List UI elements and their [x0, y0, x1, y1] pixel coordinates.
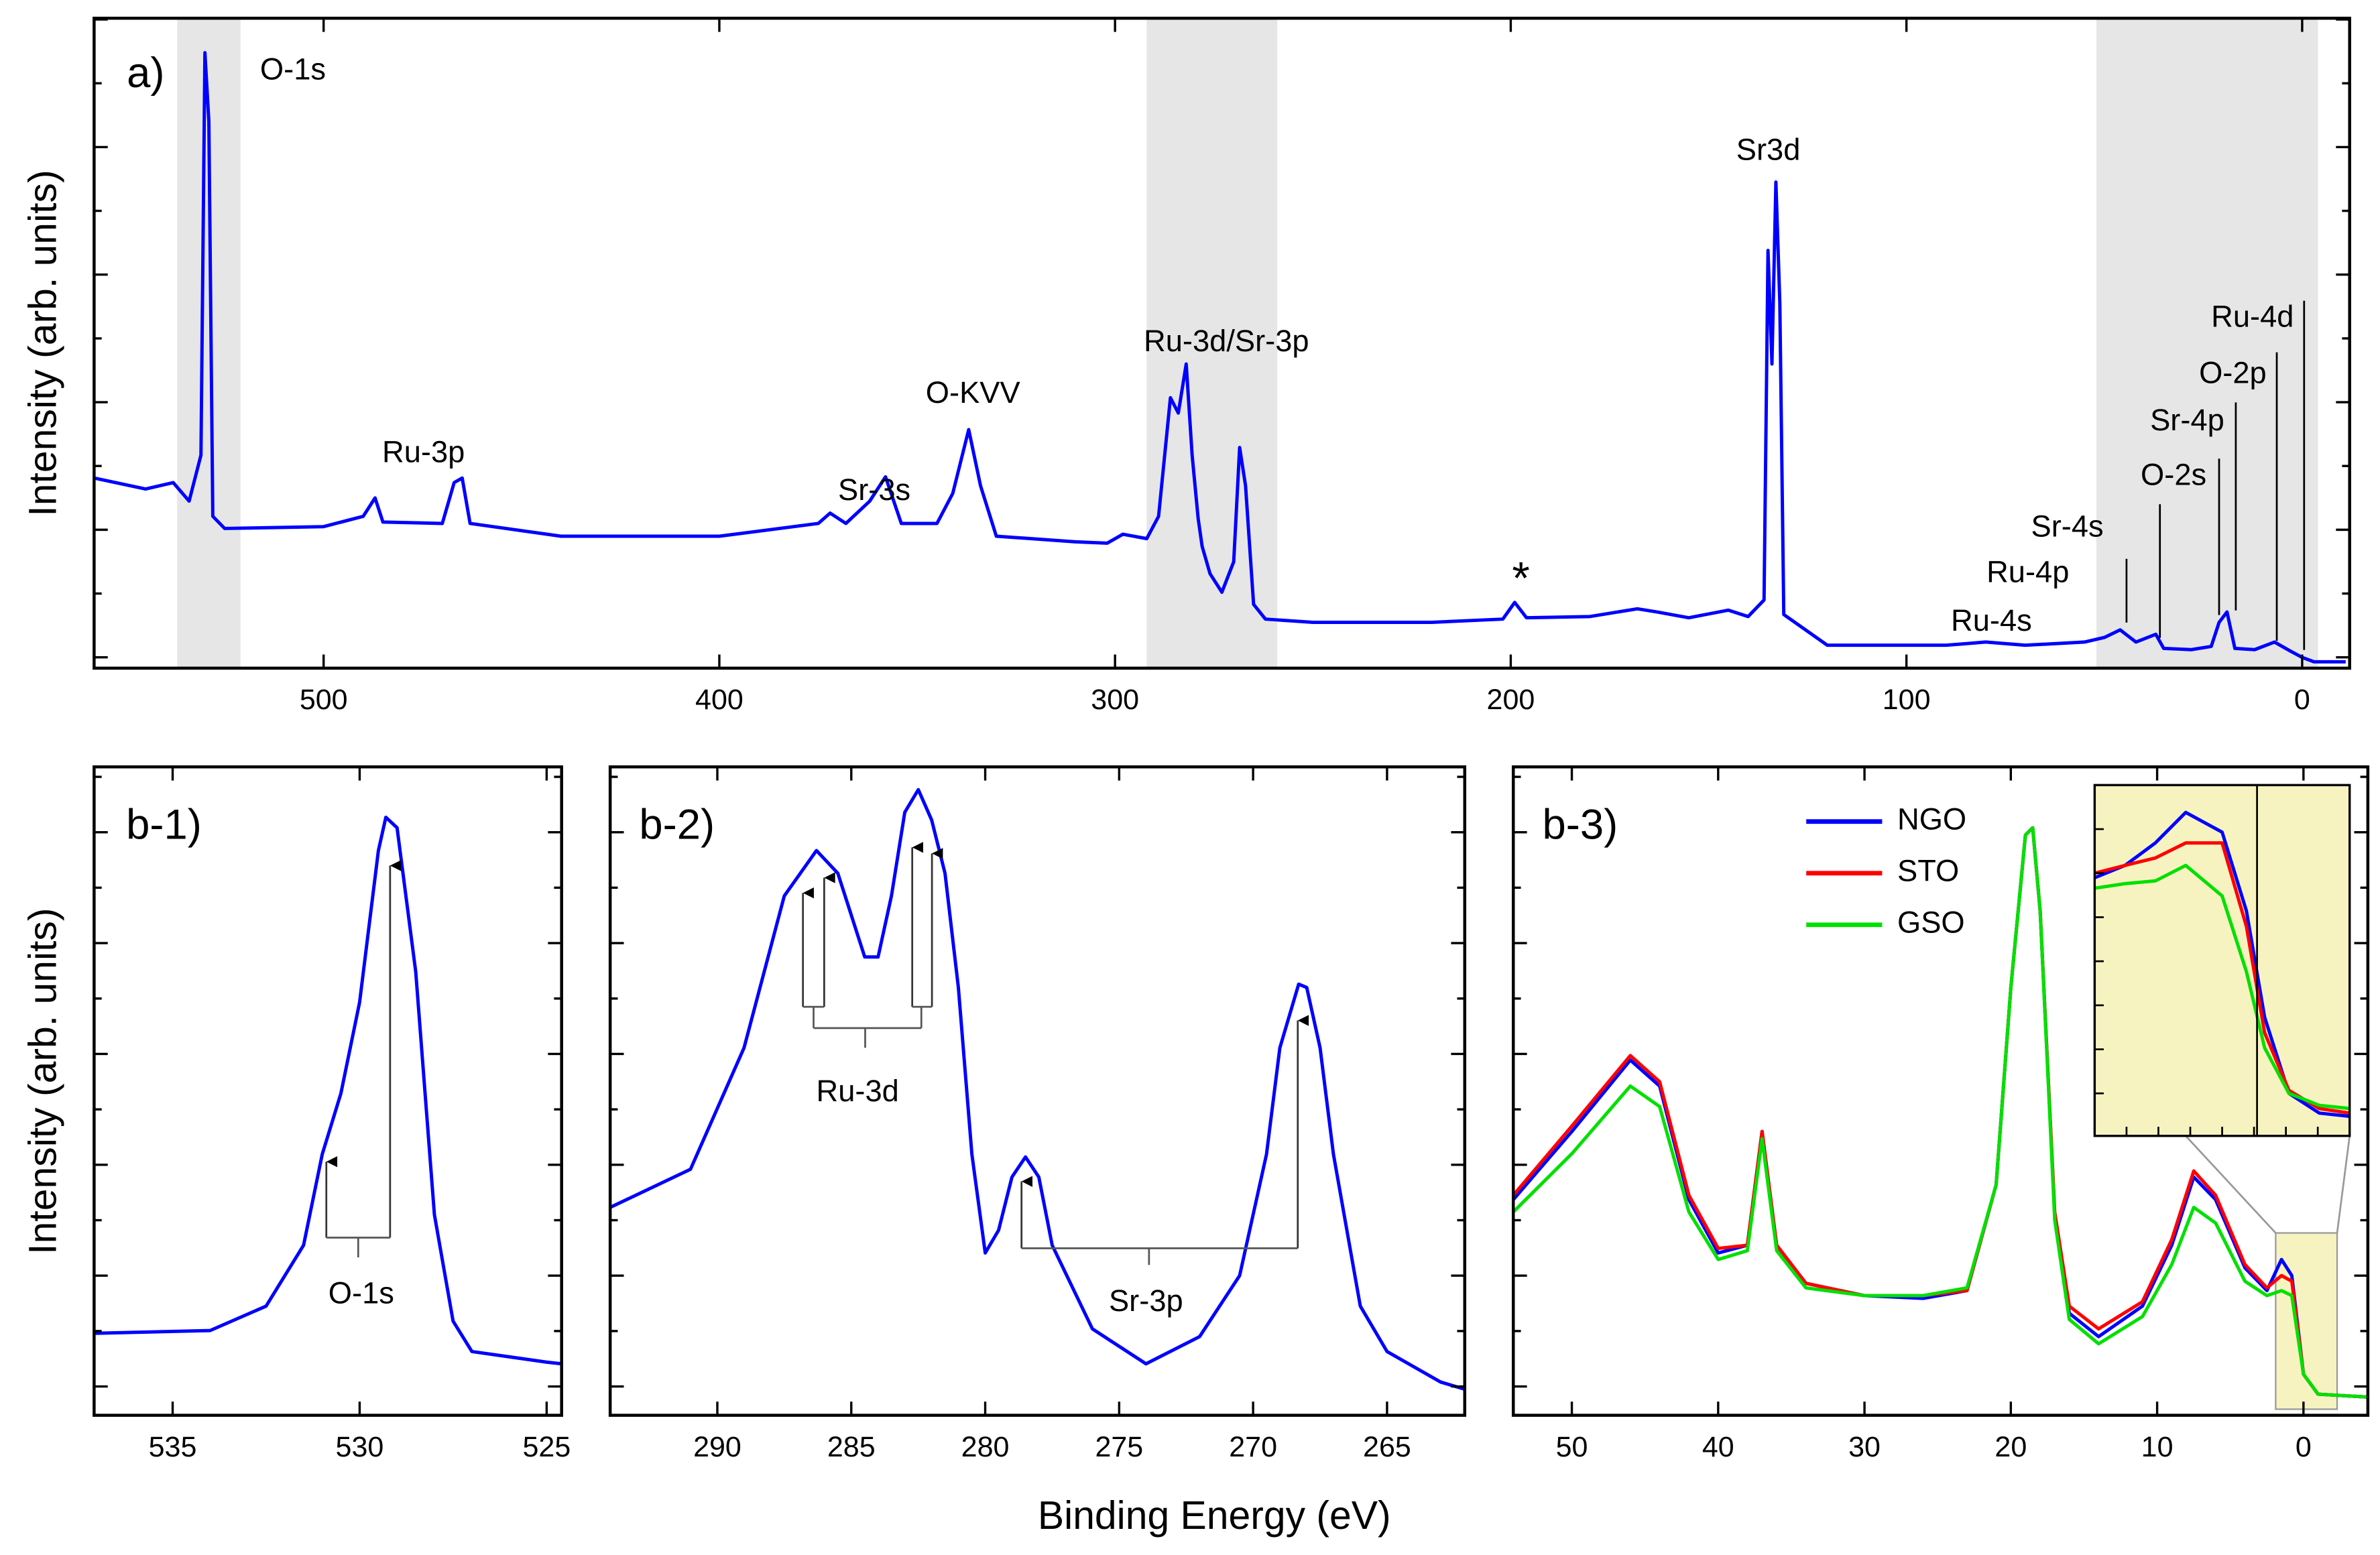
y-axis-title: Intensity (arb. units) [21, 908, 64, 1255]
peak-label: Ru-4s [1951, 603, 2032, 637]
x-tick-label: 290 [693, 1431, 741, 1463]
x-tick-label: 30 [1848, 1431, 1881, 1463]
peak-label: O-2p [2199, 356, 2267, 390]
peak-label: Sr-4p [2150, 403, 2224, 437]
x-tick-label: 20 [1995, 1431, 2027, 1463]
zoom-box [2275, 1232, 2338, 1410]
x-tick-label: 0 [2296, 1431, 2312, 1463]
x-tick-label: 500 [300, 684, 348, 716]
plot-frame [1511, 765, 2370, 1417]
x-tick-label: 200 [1487, 684, 1535, 716]
spectrum-line [2094, 810, 2350, 1118]
panel-label: b-2) [639, 802, 715, 849]
spectrum-line [2094, 863, 2350, 1111]
x-tick-label: 40 [1702, 1431, 1734, 1463]
x-tick-label: 300 [1091, 684, 1139, 716]
x-tick-label: 50 [1556, 1431, 1588, 1463]
inset-frame [2093, 784, 2351, 1137]
x-tick-label: 100 [1883, 684, 1931, 716]
peak-label: Ru-4p [1986, 554, 2069, 588]
x-axis-title: Binding Energy (eV) [1038, 1494, 1391, 1538]
x-tick-label: 280 [961, 1431, 1010, 1463]
x-tick-label: 10 [2141, 1431, 2174, 1463]
guide-line [2185, 1135, 2277, 1234]
panel-label: b-1) [126, 802, 202, 849]
peak-label: Ru-3p [382, 434, 465, 469]
x-tick-label: 525 [522, 1431, 571, 1463]
plot-frame [93, 16, 2351, 670]
peak-label: O-1s [329, 1276, 394, 1310]
panel-label: b-3) [1542, 802, 1618, 849]
x-tick-label: 285 [827, 1431, 876, 1463]
peak-label: O-2s [2141, 457, 2206, 491]
peak-label: Ru-3d/Sr-3p [1144, 324, 1309, 358]
legend-label: NGO [1897, 802, 1966, 836]
spectrum-line [94, 815, 562, 1366]
panel-label: a) [127, 50, 164, 97]
x-tick-label: 270 [1229, 1431, 1277, 1463]
highlight-band [1146, 18, 1278, 668]
spectrum-line [609, 788, 1466, 1391]
legend-label: STO [1897, 854, 1959, 888]
peak-label: Sr-3p [1109, 1284, 1183, 1318]
plot-frame [93, 765, 563, 1417]
peak-label: Ru-3d [817, 1074, 899, 1108]
spectrum-line [93, 51, 2346, 664]
peak-label: Ru-4d [2211, 300, 2294, 334]
peak-label: O-1s [260, 52, 326, 86]
highlight-band [2096, 18, 2318, 668]
plot-frame [608, 765, 1467, 1417]
guide-line [2336, 1135, 2351, 1233]
spectrum-line [1512, 826, 2369, 1399]
peak-label: Sr-4s [2031, 509, 2104, 543]
peak-label: Sr3d [1736, 133, 1801, 167]
x-tick-label: 0 [2294, 684, 2310, 716]
x-tick-label: 530 [336, 1431, 384, 1463]
peak-label: * [1512, 553, 1529, 604]
y-axis-title: Intensity (arb. units) [21, 170, 64, 516]
legend-label: GSO [1897, 906, 1965, 940]
peak-label: O-KVV [926, 375, 1020, 410]
x-tick-label: 400 [695, 684, 743, 716]
x-tick-label: 265 [1363, 1431, 1411, 1463]
x-tick-label: 275 [1095, 1431, 1143, 1463]
x-tick-label: 535 [149, 1431, 197, 1463]
peak-label: Sr-3s [838, 473, 910, 507]
